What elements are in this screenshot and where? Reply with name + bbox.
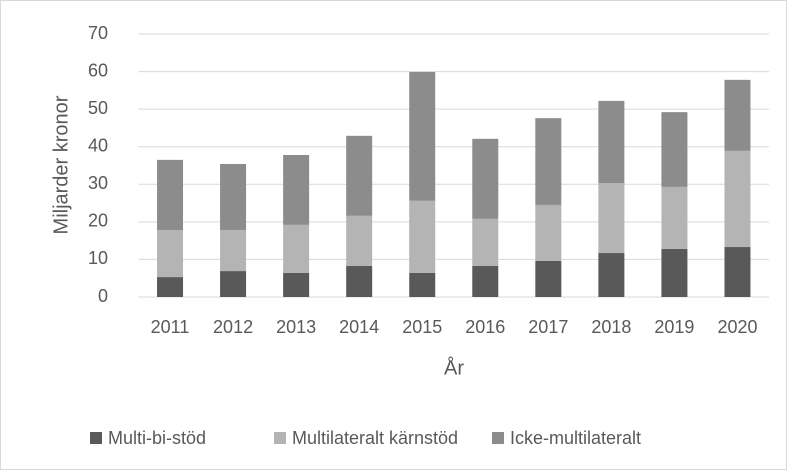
x-tick-label: 2017 — [528, 317, 568, 337]
legend-swatch — [492, 432, 504, 444]
y-tick-label: 20 — [88, 211, 108, 231]
x-tick-label: 2020 — [717, 317, 757, 337]
bar-segment — [472, 218, 499, 266]
x-axis-title: År — [444, 356, 464, 379]
y-tick-label: 40 — [88, 135, 108, 155]
bar-segment — [157, 277, 184, 297]
bar-segment — [283, 154, 310, 225]
legend-label: Multi-bi-stöd — [108, 428, 206, 448]
y-tick-label: 10 — [88, 248, 108, 268]
bar-segment — [472, 138, 499, 219]
bar-segment — [283, 224, 310, 273]
bar-segment — [598, 253, 625, 297]
bar-segment — [220, 163, 247, 231]
bar-segment — [409, 71, 436, 201]
x-tick-label: 2011 — [151, 317, 190, 337]
bar-segment — [220, 271, 247, 297]
bar-segment — [724, 247, 751, 297]
legend-swatch — [90, 432, 102, 444]
y-tick-label: 30 — [88, 173, 108, 193]
bar-segment — [661, 112, 688, 187]
x-tick-label: 2016 — [465, 317, 505, 337]
y-axis-title: Miljarder kronor — [50, 95, 72, 234]
bar-segment — [535, 204, 562, 261]
x-tick-label: 2018 — [591, 317, 631, 337]
bar-segment — [346, 265, 373, 297]
bar-segment — [346, 215, 373, 266]
bar-segment — [598, 183, 625, 254]
y-tick-label: 70 — [88, 23, 108, 43]
y-tick-label: 60 — [88, 60, 108, 80]
x-tick-label: 2014 — [339, 317, 379, 337]
bar-segment — [220, 230, 247, 272]
bar-segment — [346, 135, 373, 216]
y-tick-label: 0 — [98, 286, 108, 306]
bar-segment — [661, 186, 688, 249]
bar-segment — [535, 260, 562, 297]
bar-segment — [661, 248, 688, 297]
bar-segment — [409, 200, 436, 273]
bar-segment — [157, 230, 184, 278]
bar-segment — [472, 265, 499, 297]
x-tick-label: 2019 — [654, 317, 694, 337]
bar-segment — [724, 150, 751, 248]
legend-label: Multilateralt kärnstöd — [292, 428, 458, 448]
bar-segment — [598, 100, 625, 184]
bar-segment — [409, 272, 436, 297]
bar-segment — [724, 79, 751, 151]
bar-segment — [283, 272, 310, 297]
bar-segment — [157, 159, 184, 231]
x-tick-label: 2015 — [402, 317, 442, 337]
bar-segment — [535, 118, 562, 205]
x-tick-label: 2013 — [276, 317, 316, 337]
x-tick-label: 2012 — [213, 317, 253, 337]
y-tick-label: 50 — [88, 98, 108, 118]
legend-swatch — [274, 432, 286, 444]
legend-label: Icke-multilateralt — [510, 428, 641, 448]
